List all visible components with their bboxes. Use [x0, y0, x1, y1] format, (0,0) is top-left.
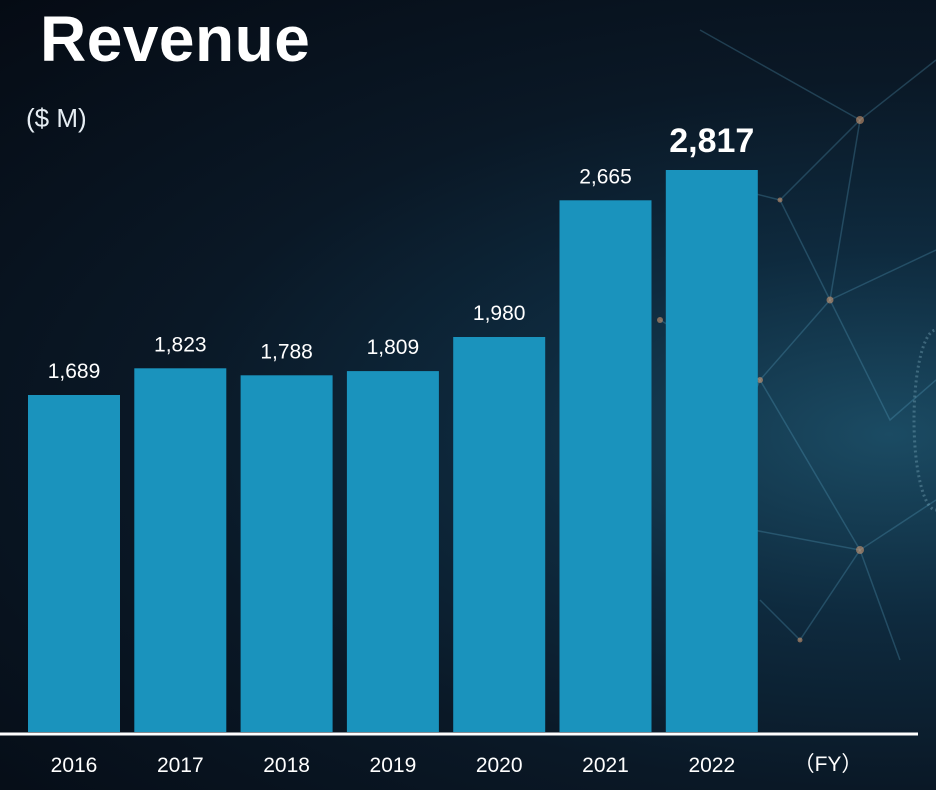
bar-2019	[346, 371, 439, 732]
bar-2022	[665, 170, 758, 732]
value-label-2020: 1,980	[473, 302, 526, 325]
value-label-2019: 1,809	[367, 336, 420, 359]
bars-group	[28, 170, 758, 733]
x-unit-label: （FY）	[794, 753, 863, 776]
category-label-2017: 2017	[157, 754, 204, 777]
y-unit-label: ($ M)	[26, 103, 87, 133]
category-label-2021: 2021	[582, 754, 629, 777]
value-label-2018: 1,788	[260, 340, 313, 363]
category-label-2020: 2020	[476, 754, 523, 777]
category-labels-group: 2016 2017 2018 2019 2020 2021 2022	[51, 754, 736, 777]
value-labels-group: 1,689 1,823 1,788 1,809 1,980 2,665 2,817	[48, 122, 755, 383]
bar-2016	[28, 395, 120, 732]
chart-title: Revenue	[40, 3, 311, 75]
bar-2021	[559, 200, 652, 733]
value-label-2022: 2,817	[669, 122, 754, 160]
category-label-2022: 2022	[688, 754, 735, 777]
category-label-2018: 2018	[263, 754, 310, 777]
value-label-2017: 1,823	[154, 333, 207, 356]
bar-2017	[134, 368, 227, 732]
value-label-2016: 1,689	[48, 360, 101, 383]
bar-2018	[240, 375, 333, 732]
category-label-2019: 2019	[370, 754, 417, 777]
category-label-2016: 2016	[51, 754, 98, 777]
bar-2020	[453, 337, 546, 732]
value-label-2021: 2,665	[579, 165, 632, 188]
